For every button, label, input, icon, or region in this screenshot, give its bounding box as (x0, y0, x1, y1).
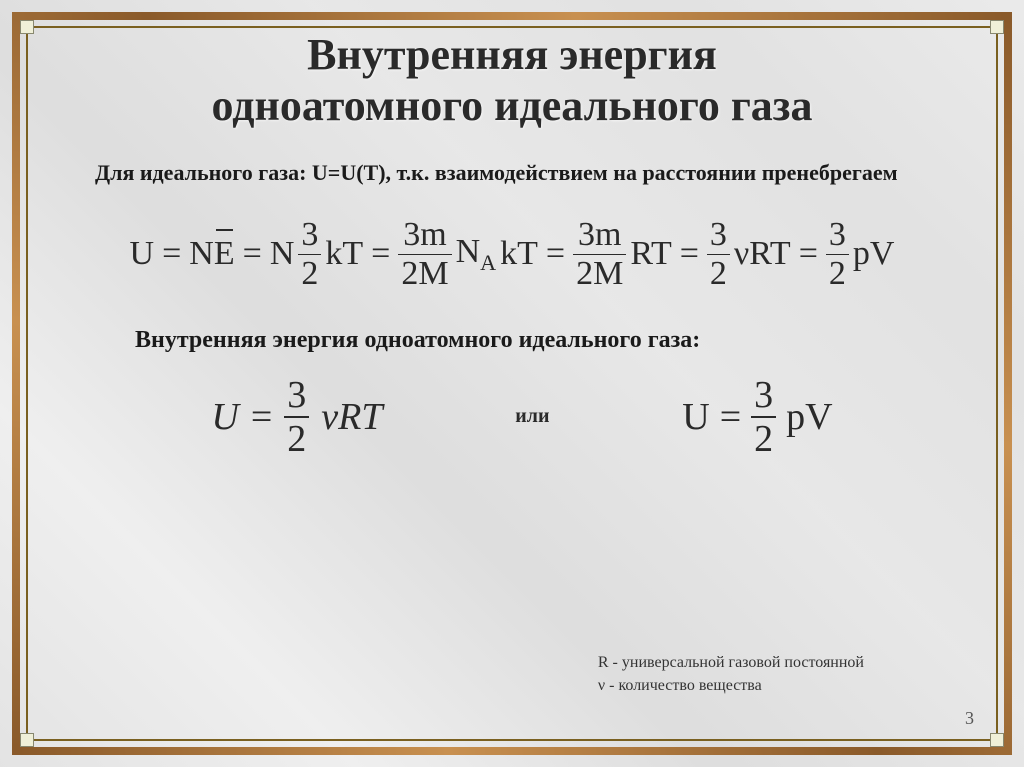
mean-E: E (214, 235, 235, 273)
equation-pair: U = 32 νRT или U = 32 pV (45, 376, 979, 458)
equals-1: = (162, 235, 181, 273)
corner-br (990, 733, 1004, 747)
footnote-r: R - универсальной газовой постоянной (598, 652, 864, 674)
eq-term3: 3m2M NA kT (398, 218, 538, 291)
or-label: или (515, 405, 549, 428)
frac-3m-2M-b: 3m2M (573, 218, 626, 291)
nu-1: ν (734, 235, 749, 272)
nu-2: ν (321, 396, 338, 438)
subheading: Внутренняя энергия одноатомного идеально… (135, 327, 929, 354)
frac-3-2-c: 32 (826, 218, 849, 291)
eq-term1: NE (189, 235, 234, 273)
corner-tr (990, 20, 1004, 34)
equals-2: = (243, 235, 262, 273)
eq-right: U = 32 pV (682, 376, 832, 458)
sub-A: A (480, 250, 496, 275)
equals-5: = (680, 235, 699, 273)
eq-left: U = 32 νRT (211, 376, 382, 458)
eq-term5: 32 νRT (707, 218, 791, 291)
corner-tl (20, 20, 34, 34)
footnote: R - универсальной газовой постоянной ν -… (598, 652, 864, 697)
equals-4: = (546, 235, 565, 273)
frac-3-2-b: 32 (707, 218, 730, 291)
equals-3: = (371, 235, 390, 273)
title-line2: одноатомного идеального газа (212, 81, 813, 130)
title-line1: Внутренняя энергия (307, 30, 717, 79)
slide: Внутренняя энергия одноатомного идеально… (0, 0, 1024, 767)
frac-right: 32 (751, 376, 776, 458)
frac-3-2-a: 32 (298, 218, 321, 291)
eq-term2: N 32 kT (270, 218, 363, 291)
equals-6: = (799, 235, 818, 273)
equation-chain: U = NE = N 32 kT = 3m2M NA kT = 3m2M RT … (45, 218, 979, 291)
eq-U: U (130, 235, 155, 273)
intro-text: Для идеального газа: U=U(T), т.к. взаимо… (95, 159, 929, 188)
corner-bl (20, 733, 34, 747)
frac-3m-2M-a: 3m2M (398, 218, 451, 291)
eq-term6: 32 pV (826, 218, 895, 291)
footnote-nu: ν - количество вещества (598, 675, 864, 697)
eq-term4: 3m2M RT (573, 218, 672, 291)
page-number: 3 (965, 708, 974, 729)
frac-left: 32 (284, 376, 309, 458)
slide-title: Внутренняя энергия одноатомного идеально… (45, 30, 979, 131)
